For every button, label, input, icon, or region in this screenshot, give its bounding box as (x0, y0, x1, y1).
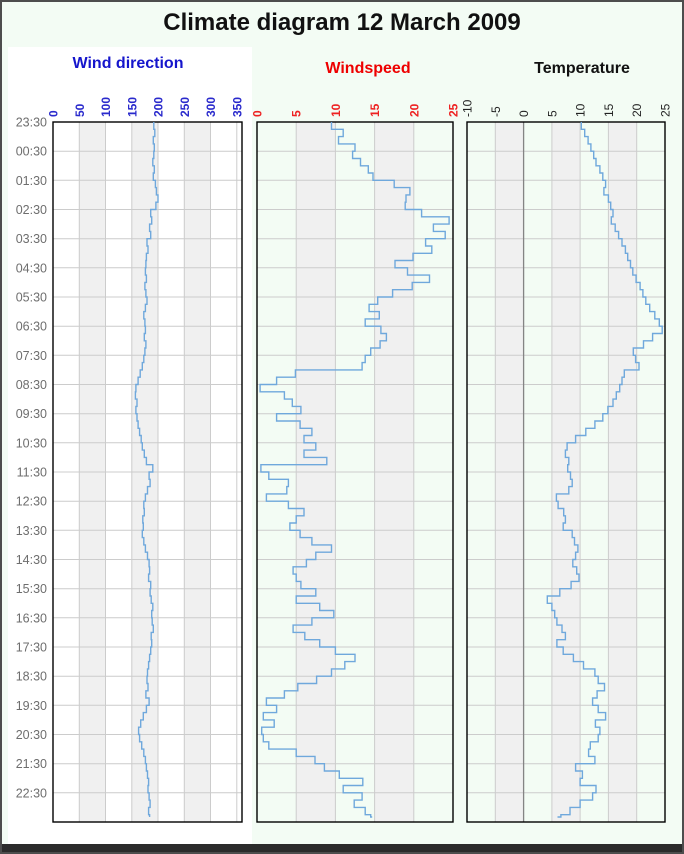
axis-tick-label: 10 (574, 103, 588, 117)
time-label: 08:30 (16, 378, 47, 392)
data-step-line (134, 122, 159, 817)
bottom-bar (0, 844, 684, 854)
time-label: 11:30 (17, 466, 47, 480)
time-label: 01:30 (16, 174, 47, 188)
time-label: 15:30 (16, 582, 47, 596)
axis-tick-label: 0 (47, 110, 61, 117)
time-label: 14:30 (16, 553, 47, 567)
windspeed-title: Windspeed (325, 60, 411, 77)
axis-tick-label: 20 (407, 103, 421, 117)
axis-tick-label: 150 (125, 97, 139, 117)
axis-tick-label: 20 (630, 103, 644, 117)
time-label: 13:30 (16, 524, 47, 538)
plot-border (52, 121, 243, 823)
time-label: 18:30 (16, 670, 47, 684)
axis-tick-label: 25 (447, 103, 461, 117)
time-label: 21:30 (16, 757, 47, 771)
axis-tick-label: 100 (99, 97, 113, 117)
time-label: 00:30 (16, 145, 47, 159)
axis-tick-label: 5 (290, 110, 304, 117)
time-label: 04:30 (16, 261, 47, 275)
time-label: 06:30 (16, 320, 47, 334)
time-label: 05:30 (16, 291, 47, 305)
axis-tick-label: 200 (152, 97, 166, 117)
time-label: 19:30 (16, 699, 47, 713)
temperature-title: Temperature (534, 60, 630, 77)
axis-tick-label: 350 (230, 97, 244, 117)
time-label: 02:30 (16, 203, 47, 217)
axis-tick-label: -10 (461, 99, 475, 117)
plot-border (466, 121, 666, 823)
plot-border (256, 121, 454, 823)
axis-tick-label: 50 (73, 103, 87, 117)
axis-tick-label: -5 (489, 106, 503, 117)
page-title: Climate diagram 12 March 2009 (163, 9, 521, 36)
time-label: 10:30 (16, 436, 47, 450)
axis-tick-label: 10 (329, 103, 343, 117)
axis-tick-label: 5 (545, 110, 559, 117)
windspeed-plot: 0 5 10 15 20 25 (251, 103, 461, 823)
time-label: 07:30 (16, 349, 47, 363)
time-label: 22:30 (16, 786, 47, 800)
axis-tick-label: 0 (251, 110, 265, 117)
wind-direction-plot: 0 50 100 150 200 250 300 350 (47, 97, 244, 823)
axis-tick-label: 250 (178, 97, 192, 117)
time-label: 23:30 (16, 116, 47, 130)
temperature-plot: -10 -5 0 5 10 15 20 25 (461, 99, 673, 823)
axis-tick-label: 15 (368, 103, 382, 117)
axis-tick-label: 300 (204, 97, 218, 117)
time-label: 12:30 (16, 495, 47, 509)
time-label: 20:30 (16, 728, 47, 742)
wind-direction-title: Wind direction (72, 55, 184, 72)
time-label: 09:30 (16, 407, 47, 421)
axis-tick-label: 25 (659, 103, 673, 117)
data-step-line (546, 122, 663, 818)
data-step-line (259, 122, 450, 818)
time-label: 17:30 (16, 641, 47, 655)
time-label: 16:30 (16, 611, 47, 625)
time-label: 03:30 (16, 232, 47, 246)
axis-tick-label: 15 (602, 103, 616, 117)
axis-tick-label: 0 (517, 110, 531, 117)
